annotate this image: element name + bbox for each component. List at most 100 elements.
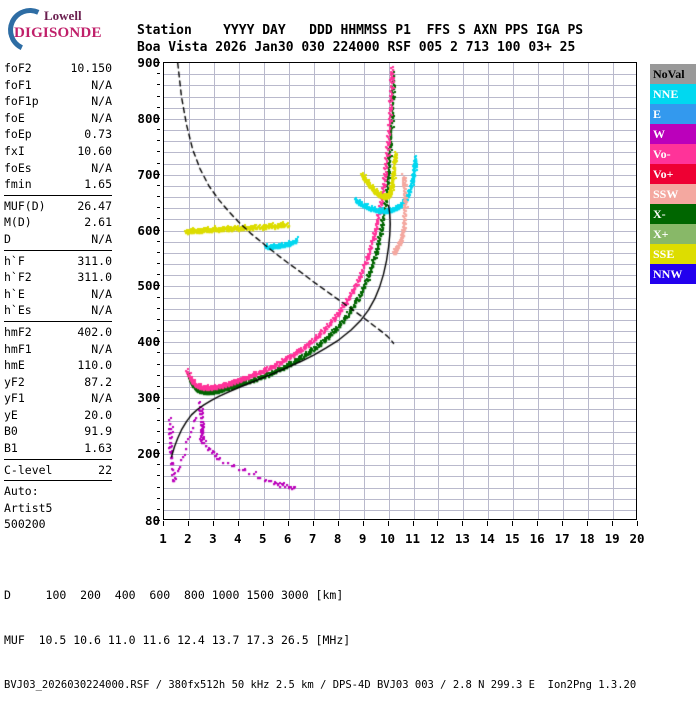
- x-tick-mark: [312, 521, 314, 526]
- param-key: fmin: [4, 177, 32, 192]
- station-header: Station YYYY DAY DDD HHMMSS P1 FFS S AXN…: [137, 22, 583, 56]
- x-tick-mark: [287, 521, 289, 526]
- legend-item-ssw[interactable]: SSW: [650, 184, 696, 204]
- y-tick-mark: [155, 62, 160, 63]
- y-tick-mark: [155, 397, 160, 399]
- legend-item-noval[interactable]: NoVal: [650, 64, 696, 84]
- x-tick-mark: [612, 521, 614, 526]
- param-key: foEp: [4, 127, 32, 142]
- param-value: N/A: [91, 110, 112, 125]
- param-value: 26.47: [77, 198, 112, 213]
- ionogram-plot-area[interactable]: [163, 62, 638, 521]
- y-minor-tick: [157, 184, 160, 186]
- y-minor-tick: [157, 330, 160, 332]
- x-tick-label: 10: [379, 531, 396, 546]
- y-minor-tick: [157, 508, 160, 510]
- direction-color-legend: NoVal NNE E W Vo- Vo+ SSW X- X+ SSE NNW: [650, 64, 696, 284]
- x-tick-mark: [512, 521, 514, 526]
- y-minor-tick: [157, 430, 160, 432]
- param-row-fxi: fxI 10.60: [4, 143, 112, 160]
- x-tick-label: 12: [429, 531, 445, 546]
- param-key: B0: [4, 424, 18, 439]
- legend-item-vo[interactable]: Vo-: [650, 144, 696, 164]
- x-tick-mark: [262, 521, 264, 526]
- param-key: foE: [4, 110, 25, 125]
- x-tick-label: 14: [479, 531, 495, 546]
- param-value: 91.9: [84, 424, 112, 439]
- y-minor-tick: [157, 352, 160, 354]
- y-minor-tick: [157, 95, 160, 97]
- y-minor-tick: [157, 486, 160, 488]
- param-row-hme: hmE 110.0: [4, 357, 112, 374]
- y-minor-tick: [157, 129, 160, 130]
- x-tick-label: 16: [529, 531, 545, 546]
- param-row-fmin: fmin 1.65: [4, 176, 112, 193]
- y-tick-label: 900: [137, 55, 160, 70]
- param-key: foF2: [4, 61, 32, 75]
- x-tick-mark: [412, 521, 414, 526]
- param-value: 311.0: [77, 270, 112, 285]
- param-key: C-level: [4, 462, 53, 477]
- param-key: h`F: [4, 253, 25, 268]
- param-value: 20.0: [84, 407, 112, 422]
- header-values-row: Boa Vista 2026 Jan30 030 224000 RSF 005 …: [137, 40, 576, 55]
- legend-item-e[interactable]: E: [650, 104, 696, 124]
- y-minor-tick: [157, 386, 160, 387]
- x-tick-mark: [562, 521, 564, 526]
- param-row-hf: h`F 311.0: [4, 253, 112, 270]
- x-tick-mark: [163, 521, 164, 526]
- y-tick-label: 700: [137, 166, 160, 182]
- param-row-hmf2: hmF2 402.0: [4, 324, 112, 341]
- param-key: yF1: [4, 391, 25, 406]
- param-key: B1: [4, 441, 18, 456]
- footer-file-row: BVJ03_2026030224000.RSF / 380fx512h 50 k…: [4, 679, 637, 691]
- y-tick-label: 600: [137, 222, 160, 238]
- x-tick-mark: [187, 521, 189, 526]
- param-row-hmf1: hmF1 N/A: [4, 341, 112, 358]
- param-key: hmE: [4, 358, 25, 373]
- x-tick-label: 3: [209, 531, 217, 546]
- param-key: foEs: [4, 160, 32, 175]
- param-value: 10.60: [77, 143, 112, 158]
- param-key: hmF1: [4, 341, 32, 356]
- param-row-foep: foEp 0.73: [4, 126, 112, 143]
- y-tick-mark: [155, 520, 160, 521]
- logo-digisonde-text: DIGISONDE: [14, 25, 102, 41]
- y-minor-tick: [157, 318, 160, 320]
- param-row-hes: h`Es N/A: [4, 302, 112, 319]
- param-row-he: h`E N/A: [4, 286, 112, 303]
- y-minor-tick: [157, 162, 160, 164]
- legend-item-vo[interactable]: Vo+: [650, 164, 696, 184]
- legend-item-nne[interactable]: NNE: [650, 84, 696, 104]
- legend-item-w[interactable]: W: [650, 124, 696, 144]
- param-key: h`F2: [4, 270, 32, 285]
- y-minor-tick: [157, 196, 160, 197]
- y-minor-tick: [157, 207, 160, 209]
- param-key: D: [4, 231, 11, 246]
- y-minor-tick: [157, 251, 160, 253]
- y-minor-tick: [157, 274, 160, 276]
- y-minor-tick: [157, 363, 160, 365]
- param-divider: [4, 320, 112, 322]
- y-axis-height-km: 80 200 300 400 500 600 700 800 900: [118, 55, 160, 528]
- param-row-mufd: MUF(D) 26.47: [4, 198, 112, 215]
- param-value: N/A: [91, 341, 112, 356]
- x-tick-label: 19: [604, 531, 620, 546]
- x-tick-mark: [212, 521, 214, 526]
- legend-item-x[interactable]: X-: [650, 204, 696, 224]
- y-minor-tick: [157, 419, 160, 421]
- legend-item-x[interactable]: X+: [650, 224, 696, 244]
- legend-item-nnw[interactable]: NNW: [650, 264, 696, 284]
- y-minor-tick: [157, 240, 160, 242]
- param-row-yf2: yF2 87.2: [4, 374, 112, 391]
- x-tick-label: 8: [333, 531, 342, 546]
- param-auto-line-2: 500200: [4, 517, 46, 532]
- footer-muf-row: MUF 10.5 10.6 11.0 11.6 12.4 13.7 17.3 2…: [4, 633, 351, 647]
- param-row-clevel: C-level 22: [4, 462, 112, 479]
- x-tick-label: 1: [159, 531, 167, 546]
- param-key: foF1p: [4, 94, 39, 109]
- x-tick-label: 7: [308, 531, 317, 546]
- y-tick-mark: [155, 173, 160, 175]
- x-tick-label: 2: [184, 531, 192, 546]
- legend-item-sse[interactable]: SSE: [650, 244, 696, 264]
